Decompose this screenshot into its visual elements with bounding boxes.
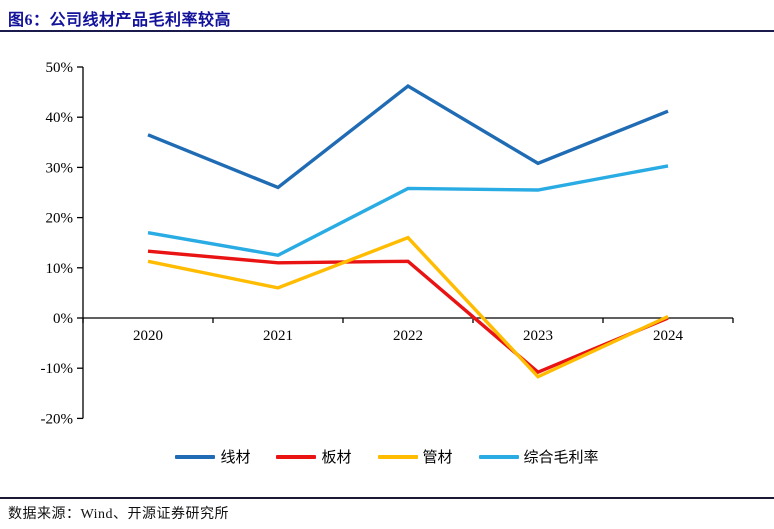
legend-item: 综合毛利率 (478, 446, 599, 467)
legend-label: 综合毛利率 (523, 450, 599, 466)
y-tick-label: 10% (46, 261, 74, 277)
footer-divider (0, 497, 774, 499)
legend-label: 板材 (321, 450, 352, 466)
legend-label: 线材 (220, 450, 251, 466)
legend-swatch (175, 454, 216, 459)
x-category-label: 2022 (393, 328, 423, 344)
legend-item: 线材 (175, 446, 250, 467)
x-category-label: 2020 (133, 328, 163, 344)
y-tick-label: 40% (46, 110, 74, 126)
y-tick-label: -20% (41, 411, 74, 427)
data-source: 数据来源：Wind、开源证券研究所 (8, 507, 230, 522)
line-chart: 50% 40% 30% 20% 10% 0% -10% -20% 2020 2021 2022 202… (41, 60, 734, 427)
x-category-label: 2021 (263, 328, 293, 344)
y-tick-label: -10% (41, 361, 74, 377)
y-tick-label: 20% (46, 211, 74, 227)
legend-swatch (377, 454, 418, 459)
series-line-0 (147, 84, 669, 190)
series-line-1 (147, 249, 669, 375)
chart-legend: 线材 板材 管材 综合毛利率 (0, 446, 774, 467)
legend-item: 板材 (276, 446, 352, 467)
y-tick-label: 50% (46, 60, 74, 76)
y-tick-label: 30% (46, 160, 74, 176)
legend-swatch (478, 454, 519, 459)
x-category-label: 2023 (523, 328, 553, 344)
figure-title: 图6：公司线材产品毛利率较高 (8, 12, 232, 29)
x-category-label: 2024 (653, 328, 684, 344)
series-line-2 (147, 235, 669, 379)
y-tick-label: 0% (53, 311, 73, 327)
legend-item: 管材 (377, 446, 453, 467)
title-divider (0, 30, 774, 32)
legend-swatch (276, 454, 317, 459)
series-line-3 (147, 164, 669, 258)
legend-label: 管材 (422, 450, 453, 466)
